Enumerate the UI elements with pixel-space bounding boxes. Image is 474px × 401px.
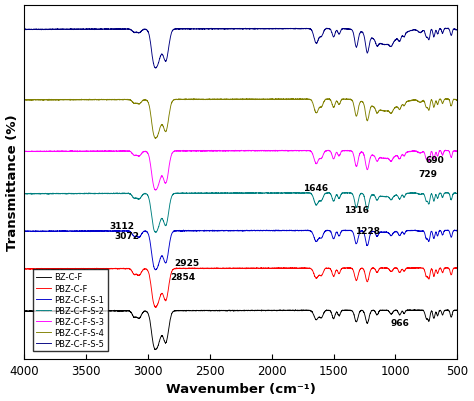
BZ-C-F	[152, 347, 158, 352]
PBZ-C-F-S-3	[112, 150, 118, 154]
PBZ-C-F-S-1	[178, 229, 184, 234]
PBZ-C-F-S-5	[278, 27, 284, 32]
Text: 3112: 3112	[109, 221, 134, 230]
PBZ-C-F-S-5	[421, 29, 427, 34]
BZ-C-F	[412, 308, 418, 312]
Line: BZ-C-F: BZ-C-F	[24, 310, 457, 350]
PBZ-C-F-S-4	[244, 97, 249, 101]
PBZ-C-F	[297, 266, 302, 271]
Legend: BZ-C-F, PBZ-C-F, PBZ-C-F-S-1, PBZ-C-F-S-2, PBZ-C-F-S-3, PBZ-C-F-S-4, PBZ-C-F-S-5: BZ-C-F, PBZ-C-F, PBZ-C-F-S-1, PBZ-C-F-S-…	[33, 269, 108, 351]
PBZ-C-F-S-1	[112, 229, 118, 234]
PBZ-C-F-S-2	[21, 192, 27, 196]
PBZ-C-F-S-2	[153, 230, 158, 235]
Line: PBZ-C-F: PBZ-C-F	[24, 268, 457, 308]
PBZ-C-F-S-3	[455, 150, 460, 155]
PBZ-C-F-S-5	[112, 27, 118, 32]
Text: 690: 690	[426, 156, 445, 165]
PBZ-C-F-S-5	[153, 66, 158, 71]
PBZ-C-F-S-4	[421, 100, 427, 105]
PBZ-C-F-S-2	[178, 191, 184, 196]
Text: 966: 966	[390, 318, 409, 327]
PBZ-C-F-S-4	[112, 98, 118, 103]
PBZ-C-F-S-1	[153, 268, 158, 273]
PBZ-C-F-S-4	[153, 137, 158, 142]
Text: 2854: 2854	[170, 272, 195, 282]
BZ-C-F	[112, 309, 118, 314]
PBZ-C-F-S-5	[178, 27, 184, 32]
PBZ-C-F	[153, 305, 159, 310]
PBZ-C-F-S-1	[421, 229, 427, 234]
Line: PBZ-C-F-S-2: PBZ-C-F-S-2	[24, 193, 457, 233]
Line: PBZ-C-F-S-4: PBZ-C-F-S-4	[24, 99, 457, 139]
Line: PBZ-C-F-S-1: PBZ-C-F-S-1	[24, 230, 457, 270]
PBZ-C-F-S-2	[297, 191, 302, 196]
PBZ-C-F-S-1	[278, 229, 284, 233]
PBZ-C-F-S-1	[21, 229, 27, 234]
PBZ-C-F-S-1	[297, 229, 302, 233]
PBZ-C-F-S-2	[421, 192, 427, 197]
PBZ-C-F	[421, 267, 427, 272]
PBZ-C-F-S-3	[443, 148, 448, 153]
PBZ-C-F-S-3	[421, 150, 427, 155]
BZ-C-F	[178, 308, 184, 313]
BZ-C-F	[226, 308, 231, 313]
PBZ-C-F-S-2	[278, 191, 284, 196]
PBZ-C-F	[21, 267, 27, 271]
BZ-C-F	[455, 308, 460, 313]
PBZ-C-F-S-3	[226, 149, 231, 154]
Text: 2925: 2925	[174, 258, 199, 267]
Line: PBZ-C-F-S-5: PBZ-C-F-S-5	[24, 29, 457, 69]
BZ-C-F	[278, 308, 284, 313]
PBZ-C-F-S-1	[455, 229, 460, 234]
Text: 1228: 1228	[355, 227, 380, 235]
PBZ-C-F	[178, 266, 184, 271]
PBZ-C-F-S-5	[226, 27, 231, 32]
PBZ-C-F-S-2	[226, 191, 231, 196]
Text: 1316: 1316	[344, 205, 369, 214]
Y-axis label: Transmittance (%): Transmittance (%)	[6, 114, 18, 251]
PBZ-C-F-S-4	[226, 98, 231, 103]
PBZ-C-F-S-2	[112, 191, 118, 196]
PBZ-C-F-S-2	[326, 190, 332, 195]
PBZ-C-F-S-2	[455, 192, 460, 196]
PBZ-C-F-S-5	[297, 27, 302, 32]
PBZ-C-F-S-4	[297, 97, 302, 102]
PBZ-C-F-S-4	[455, 99, 460, 104]
PBZ-C-F-S-4	[178, 98, 184, 103]
BZ-C-F	[421, 310, 427, 314]
PBZ-C-F-S-4	[21, 98, 27, 103]
PBZ-C-F-S-5	[21, 28, 27, 32]
PBZ-C-F-S-3	[21, 150, 27, 154]
Text: 729: 729	[418, 170, 437, 179]
PBZ-C-F-S-5	[455, 29, 460, 34]
X-axis label: Wavenumber (cm⁻¹): Wavenumber (cm⁻¹)	[166, 383, 316, 395]
PBZ-C-F-S-4	[279, 97, 284, 102]
Line: PBZ-C-F-S-3: PBZ-C-F-S-3	[24, 151, 457, 190]
PBZ-C-F	[112, 266, 118, 271]
PBZ-C-F-S-3	[278, 148, 284, 153]
PBZ-C-F-S-3	[297, 149, 302, 154]
BZ-C-F	[297, 308, 302, 313]
PBZ-C-F	[455, 266, 460, 271]
PBZ-C-F-S-3	[178, 149, 184, 154]
Text: 3072: 3072	[114, 232, 139, 241]
PBZ-C-F-S-5	[324, 26, 330, 31]
PBZ-C-F-S-1	[226, 229, 231, 233]
PBZ-C-F	[418, 265, 423, 270]
PBZ-C-F-S-3	[153, 188, 159, 193]
Text: 1646: 1646	[303, 184, 328, 193]
BZ-C-F	[21, 309, 27, 314]
PBZ-C-F	[278, 266, 284, 271]
PBZ-C-F-S-1	[452, 228, 457, 233]
PBZ-C-F	[226, 267, 231, 271]
